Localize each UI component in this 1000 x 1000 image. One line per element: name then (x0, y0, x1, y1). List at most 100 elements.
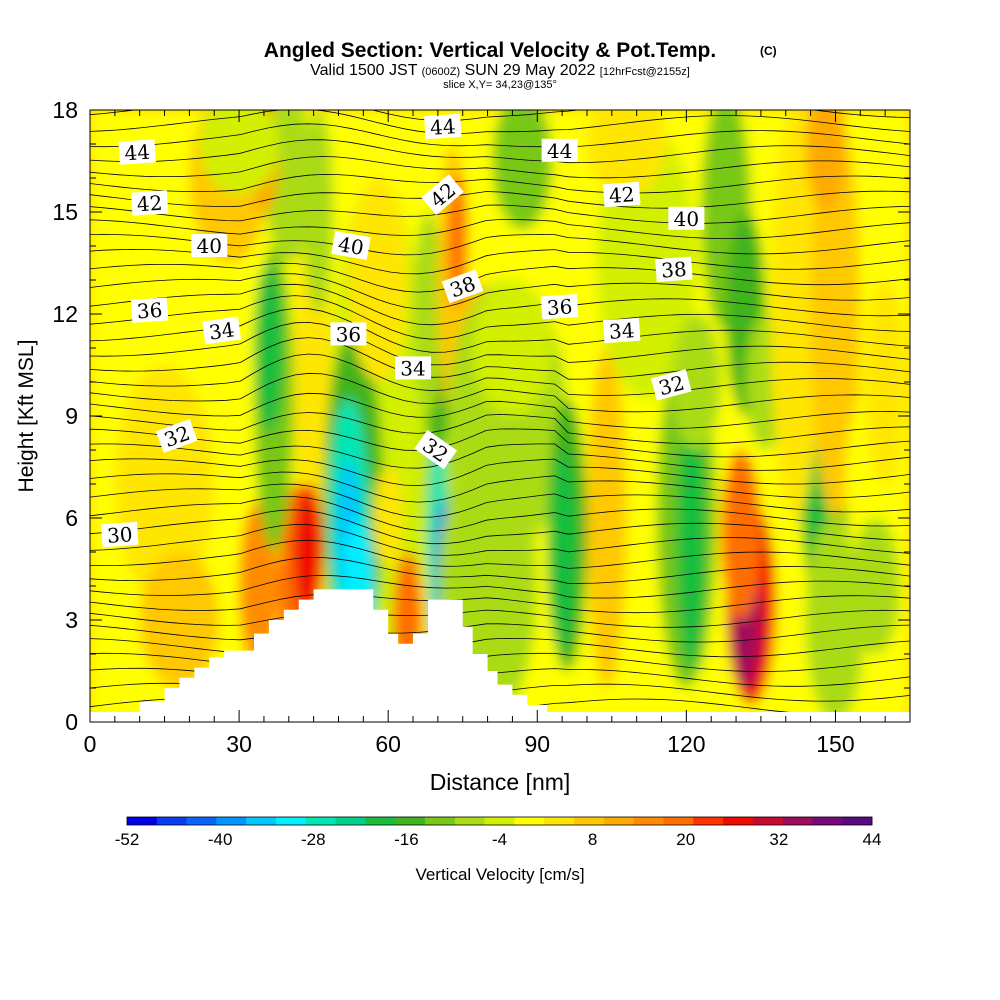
colorbar-swatch (752, 817, 783, 825)
contour-label: 36 (540, 293, 579, 320)
theta-contour (90, 110, 910, 122)
contour-label: 38 (655, 256, 693, 283)
colorbar-swatch (544, 817, 575, 825)
contour-label-box (540, 293, 579, 320)
contour-label-text: 38 (660, 257, 687, 283)
colorbar-tick-label: 44 (863, 830, 882, 849)
subtitle-date: SUN 29 May 2022 (465, 62, 596, 79)
contour-label-text: 40 (674, 207, 699, 231)
contour-label-box (424, 113, 462, 140)
theta-contour (90, 392, 910, 429)
velocity-cell (850, 518, 901, 654)
theta-contour (90, 471, 910, 503)
velocity-cell (254, 263, 284, 433)
colorbar-swatch (425, 817, 456, 825)
theta-contour (90, 623, 910, 643)
y-tick-label: 15 (52, 199, 78, 225)
colorbar-tick-label: -4 (492, 830, 507, 849)
velocity-cell (293, 484, 324, 620)
y-axis: 0 36 9 12 15 18 (52, 97, 910, 735)
y-tick-label: 9 (65, 403, 78, 429)
theta-contour (90, 539, 910, 569)
colorbar-swatch (127, 817, 158, 825)
y-tick-label: 18 (52, 97, 78, 123)
contour-label-text: 34 (207, 317, 236, 344)
x-tick-label: 0 (84, 731, 97, 757)
theta-contour (90, 321, 910, 366)
contour-label-box (130, 297, 169, 323)
contour-label-box (414, 429, 458, 470)
contour-label-box (602, 317, 641, 344)
colorbar-swatch (395, 817, 426, 825)
theta-contour (90, 556, 910, 584)
contour-label-box (395, 356, 432, 380)
colorbar-swatch (603, 817, 634, 825)
colorbar-swatch (663, 817, 694, 825)
x-tick-label: 150 (816, 731, 854, 757)
contour-label-box (541, 138, 578, 162)
colorbar-swatch (693, 817, 724, 825)
x-tick-label: 60 (375, 731, 401, 757)
contour-label-box (191, 234, 228, 257)
theta-contour (90, 496, 910, 532)
theta-contour (90, 443, 910, 471)
velocity-cell (586, 110, 667, 195)
contour-label: 34 (602, 317, 641, 344)
colorbar-swatch (305, 817, 336, 825)
contour-label: 40 (668, 206, 705, 231)
y-tick-label: 12 (52, 301, 78, 327)
colorbar-frame (126, 816, 873, 826)
contour-label: 42 (602, 181, 641, 208)
contour-label-text: 34 (400, 356, 425, 380)
colorbar-swatch (574, 817, 605, 825)
theta-contour (90, 156, 910, 179)
velocity-cell (721, 450, 761, 620)
theta-contour (90, 139, 910, 164)
contour-label: 40 (331, 231, 371, 260)
subtitle-valid: Valid 1500 JST (310, 62, 418, 79)
contour-label-text: 44 (429, 114, 456, 140)
colorbar-swatch (514, 817, 545, 825)
y-tick-label: 0 (65, 709, 78, 735)
velocity-cell (139, 552, 220, 688)
theta-contour (90, 273, 910, 310)
contour-label-box (421, 174, 464, 215)
contour-label-text: 42 (136, 191, 163, 217)
theta-contour (90, 574, 910, 599)
contour-label-text: 40 (336, 232, 365, 260)
colorbar-swatch (633, 817, 664, 825)
theta-contour (90, 458, 910, 487)
colorbar-swatch (812, 817, 843, 825)
chart-subtitle: Valid 1500 JST (0600Z) SUN 29 May 2022 [… (310, 62, 690, 79)
theta-contour (90, 609, 910, 628)
colorbar-tick-label: 32 (769, 830, 788, 849)
colorbar-tick-label: -40 (208, 830, 233, 849)
subtitle-fcst: [12hrFcst@2155z] (600, 66, 690, 78)
contour-label-box (441, 269, 484, 304)
velocity-cell (199, 110, 279, 195)
colorbar-tick-label: 20 (676, 830, 695, 849)
theta-contour (90, 337, 910, 380)
velocity-cell (586, 348, 627, 688)
contour-label: 44 (118, 139, 156, 165)
theta-contour (90, 412, 910, 445)
colorbar-swatch (156, 817, 187, 825)
theta-contour (90, 593, 910, 614)
x-axis-label: Distance [nm] (430, 769, 571, 795)
theta-contour (90, 283, 910, 326)
contour-label-box (330, 322, 367, 346)
x-axis: 0 30 60 90 120 150 (84, 110, 911, 757)
theta-contour (90, 262, 910, 293)
colorbar-tick-label: -16 (394, 830, 419, 849)
colorbar-tick-label: -52 (115, 830, 140, 849)
contour-label-text: 30 (106, 522, 133, 548)
theta-contour (90, 219, 910, 239)
colorbar-swatch (186, 817, 217, 825)
chart-title: Angled Section: Vertical Velocity & Pot.… (264, 39, 716, 62)
colorbar-swatch (723, 817, 754, 825)
contour-label-box (101, 521, 139, 548)
colorbar-label: Vertical Velocity [cm/s] (415, 865, 584, 884)
terrain-mask (139, 589, 548, 722)
theta-contour (90, 295, 910, 340)
